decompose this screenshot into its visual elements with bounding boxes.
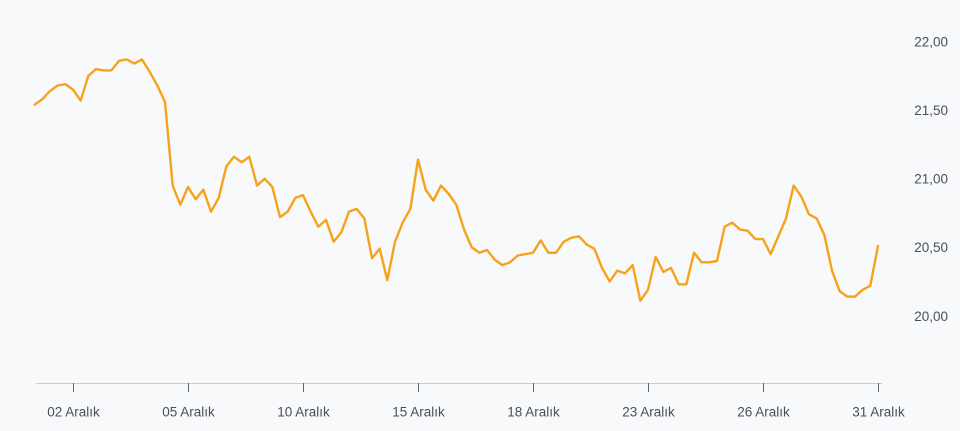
x-tick-label: 31 Aralık [852,405,905,420]
y-tick-label: 20,50 [914,240,948,255]
y-tick-label: 21,00 [914,172,948,187]
x-tick-label: 23 Aralık [622,405,675,420]
x-tick-label: 10 Aralık [277,405,330,420]
y-tick-label: 20,00 [914,309,948,324]
price-line [33,58,880,302]
x-tick-label: 02 Aralık [47,405,100,420]
x-tick-label: 18 Aralık [507,405,560,420]
x-tick-label: 15 Aralık [392,405,445,420]
y-tick-label: 22,00 [914,35,948,50]
x-tick-label: 05 Aralık [162,405,215,420]
y-tick-label: 21,50 [914,103,948,118]
x-tick-label: 26 Aralık [737,405,790,420]
